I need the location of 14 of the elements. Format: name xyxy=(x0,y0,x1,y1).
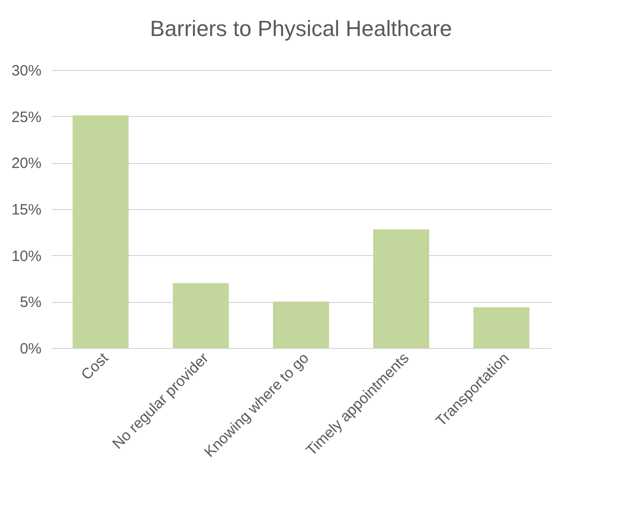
y-tick-label: 20% xyxy=(11,155,42,172)
bar xyxy=(72,115,129,348)
bar xyxy=(373,229,430,348)
bar xyxy=(273,302,329,348)
chart-title: Barriers to Physical Healthcare xyxy=(150,16,452,41)
y-tick-label: 25% xyxy=(11,108,42,126)
x-tick-label: Cost xyxy=(78,349,112,384)
y-tick-label: 10% xyxy=(11,248,42,265)
bar xyxy=(473,307,530,348)
y-tick-label: 30% xyxy=(11,62,42,80)
y-tick-label: 0% xyxy=(20,340,42,358)
y-tick-label: 15% xyxy=(11,202,42,218)
y-tick-label: 5% xyxy=(20,294,42,312)
bar xyxy=(172,283,229,348)
